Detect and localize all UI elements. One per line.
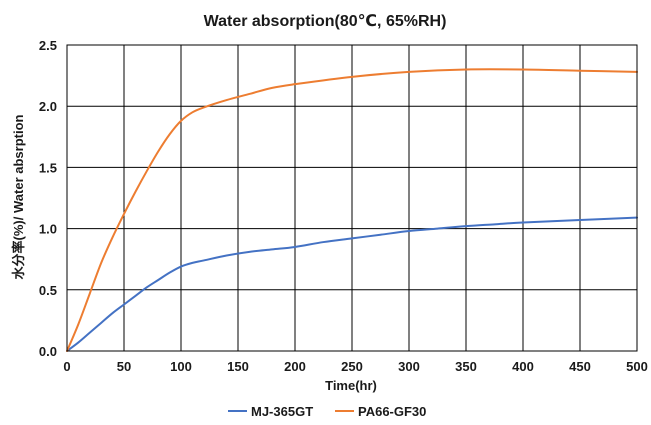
x-tick-label: 200 bbox=[284, 359, 306, 374]
x-tick-label: 450 bbox=[569, 359, 591, 374]
x-tick-label: 50 bbox=[117, 359, 131, 374]
y-tick-label: 1.5 bbox=[39, 160, 57, 175]
x-tick-label: 250 bbox=[341, 359, 363, 374]
series-line-pa66-gf30 bbox=[66, 68, 638, 352]
chart-title: Water absorption(80℃, 65%RH) bbox=[204, 13, 447, 30]
y-tick-label: 1.0 bbox=[39, 222, 57, 237]
x-tick-label: 400 bbox=[512, 359, 534, 374]
plot-area-border bbox=[66, 44, 638, 352]
x-tick-label: 350 bbox=[455, 359, 477, 374]
series-line-mj-365gt bbox=[66, 216, 638, 352]
gridlines bbox=[66, 44, 638, 352]
legend-label-pa66-gf30: PA66-GF30 bbox=[358, 404, 426, 419]
tick-labels: 0 50 100 150 200 250 300 350 400 450 500 0.0 0.5 1.0 1… bbox=[39, 38, 648, 374]
x-tick-label: 100 bbox=[170, 359, 192, 374]
series-layer bbox=[66, 68, 638, 352]
y-tick-label: 0.5 bbox=[39, 283, 57, 298]
x-tick-label: 500 bbox=[626, 359, 648, 374]
x-tick-label: 0 bbox=[63, 359, 70, 374]
y-tick-label: 2.0 bbox=[39, 99, 57, 114]
x-tick-label: 300 bbox=[398, 359, 420, 374]
legend: MJ-365GT PA66-GF30 bbox=[228, 404, 426, 419]
x-tick-label: 150 bbox=[227, 359, 249, 374]
legend-label-mj-365gt: MJ-365GT bbox=[251, 404, 313, 419]
axes bbox=[66, 44, 638, 352]
y-tick-label: 2.5 bbox=[39, 38, 57, 53]
y-tick-label: 0.0 bbox=[39, 344, 57, 359]
x-axis-label: Time(hr) bbox=[325, 378, 377, 393]
y-axis-label: 水分率(%)/ Water absrption bbox=[11, 114, 26, 279]
